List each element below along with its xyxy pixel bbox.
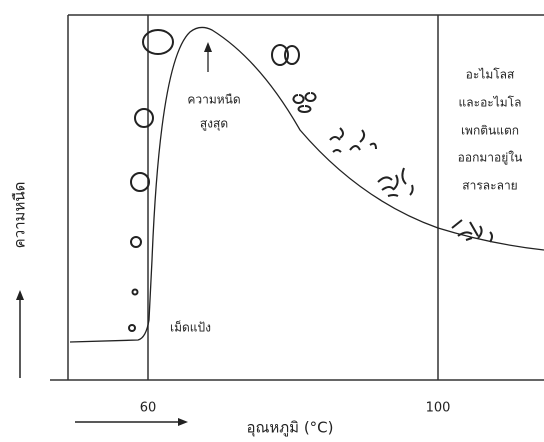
peak-label: สูงสุด [200,117,228,132]
peak-label: ความหนืด [187,93,240,107]
viscosity-curve [69,26,544,343]
granule-label: เม็ดแป้ง [170,320,211,335]
arrow-head [178,418,188,426]
granule [134,108,154,128]
y-axis-label: ความหนืด [11,182,29,249]
granule [271,44,289,66]
release-label: เพกตินแตก [461,124,519,138]
release-label: สารละลาย [462,179,517,193]
granule [284,45,300,65]
x-tick-label: 100 [426,401,451,416]
arrow-head [204,42,212,52]
granules [128,29,493,332]
granule [130,172,150,192]
broken-granules [329,127,377,153]
x-axis-label: อุณหภูมิ (°C) [246,419,333,438]
swollen-granules [292,92,317,113]
fragments [377,167,414,197]
release-label: อะไมโลส [466,68,515,82]
x-tick-label: 60 [140,401,157,416]
granule [142,29,174,55]
granule [128,324,136,332]
release-label: ออกมาอยู่ใน [458,151,523,166]
granule [130,236,142,248]
granule [131,288,139,296]
arrow-head [16,290,24,300]
release-label: และอะไมโล [459,96,522,110]
dissolved-fragments [451,219,493,243]
frame [50,14,544,381]
